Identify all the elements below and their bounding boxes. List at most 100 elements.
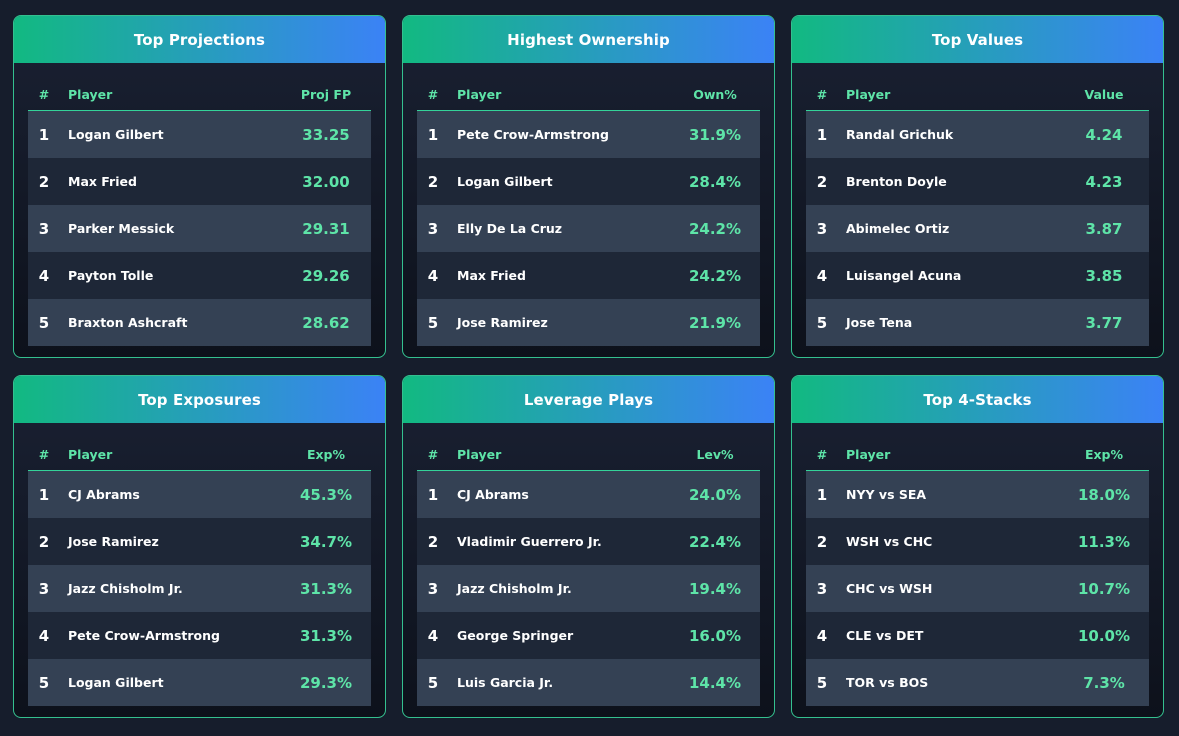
card-top-values: Top Values # Player Value 1 Randal Grich… [791, 15, 1164, 358]
card-leverage-plays: Leverage Plays # Player Lev% 1 CJ Abrams… [402, 375, 775, 718]
stats-table: # Player Proj FP 1 Logan Gilbert 33.25 2… [28, 78, 371, 346]
rank-cell: 2 [816, 172, 828, 191]
table-row: 4 Luisangel Acuna 3.85 [806, 252, 1149, 299]
value-header: Lev% [696, 446, 734, 462]
player-header: Player [457, 446, 502, 462]
table-row: 4 Pete Crow-Armstrong 31.3% [28, 612, 371, 659]
table-row: 2 WSH vs CHC 11.3% [806, 518, 1149, 565]
value-cell: 31.3% [299, 626, 353, 645]
rank-header: # [427, 86, 439, 102]
table-row: 2 Jose Ramirez 34.7% [28, 518, 371, 565]
rank-cell: 3 [427, 579, 439, 598]
card-highest-ownership: Highest Ownership # Player Own% 1 Pete C… [402, 15, 775, 358]
rank-cell: 5 [427, 673, 439, 692]
table-row: 4 CLE vs DET 10.0% [806, 612, 1149, 659]
table-row: 1 CJ Abrams 45.3% [28, 471, 371, 518]
player-cell: Jose Tena [846, 315, 913, 330]
card-title: Top 4-Stacks [792, 376, 1163, 423]
rank-cell: 3 [427, 219, 439, 238]
table-row: 5 Jose Ramirez 21.9% [417, 299, 760, 346]
value-cell: 19.4% [688, 579, 742, 598]
value-cell: 45.3% [299, 485, 353, 504]
player-cell: Jazz Chisholm Jr. [68, 581, 183, 596]
player-cell: Pete Crow-Armstrong [457, 127, 609, 142]
rank-cell: 4 [38, 626, 50, 645]
table-row: 1 Pete Crow-Armstrong 31.9% [417, 111, 760, 158]
value-cell: 29.31 [302, 219, 350, 238]
player-cell: Randal Grichuk [846, 127, 954, 142]
card-title: Top Exposures [14, 376, 385, 423]
value-cell: 28.4% [688, 172, 742, 191]
value-header: Own% [693, 86, 737, 102]
value-cell: 31.9% [688, 125, 742, 144]
rank-cell: 1 [427, 485, 439, 504]
player-cell: CLE vs DET [846, 628, 924, 643]
table-row: 4 Payton Tolle 29.26 [28, 252, 371, 299]
rank-cell: 5 [38, 673, 50, 692]
table-row: 1 Randal Grichuk 4.24 [806, 111, 1149, 158]
value-header: Proj FP [300, 86, 352, 102]
rank-cell: 1 [427, 125, 439, 144]
table-row: 4 Max Fried 24.2% [417, 252, 760, 299]
table-row: 2 Brenton Doyle 4.23 [806, 158, 1149, 205]
table-header: # Player Value [806, 78, 1149, 111]
value-cell: 11.3% [1077, 532, 1131, 551]
player-header: Player [68, 446, 113, 462]
rank-cell: 1 [38, 485, 50, 504]
rank-header: # [816, 446, 828, 462]
player-cell: Pete Crow-Armstrong [68, 628, 220, 643]
card-title: Top Projections [14, 16, 385, 63]
card-top-4-stacks: Top 4-Stacks # Player Exp% 1 NYY vs SEA … [791, 375, 1164, 718]
card-title: Leverage Plays [403, 376, 774, 423]
rank-header: # [427, 446, 439, 462]
table-row: 3 CHC vs WSH 10.7% [806, 565, 1149, 612]
player-cell: WSH vs CHC [846, 534, 933, 549]
rank-cell: 1 [816, 485, 828, 504]
value-cell: 16.0% [688, 626, 742, 645]
player-cell: Jose Ramirez [457, 315, 548, 330]
value-cell: 28.62 [302, 313, 350, 332]
player-cell: Elly De La Cruz [457, 221, 563, 236]
value-cell: 7.3% [1083, 673, 1125, 692]
value-header: Exp% [306, 446, 346, 462]
rank-cell: 4 [816, 266, 828, 285]
player-cell: NYY vs SEA [846, 487, 927, 502]
rank-cell: 5 [38, 313, 50, 332]
player-header: Player [68, 86, 113, 102]
rank-cell: 3 [816, 219, 828, 238]
rank-cell: 1 [38, 125, 50, 144]
stats-table: # Player Exp% 1 NYY vs SEA 18.0% 2 WSH v… [806, 438, 1149, 706]
player-cell: Brenton Doyle [846, 174, 947, 189]
player-cell: CHC vs WSH [846, 581, 933, 596]
rank-header: # [816, 86, 828, 102]
value-header: Value [1084, 86, 1124, 102]
table-header: # Player Exp% [28, 438, 371, 471]
rank-cell: 3 [816, 579, 828, 598]
table-row: 1 CJ Abrams 24.0% [417, 471, 760, 518]
rank-cell: 4 [38, 266, 50, 285]
player-cell: Luisangel Acuna [846, 268, 962, 283]
value-cell: 10.0% [1077, 626, 1131, 645]
value-cell: 3.77 [1085, 313, 1123, 332]
table-header: # Player Exp% [806, 438, 1149, 471]
table-row: 2 Vladimir Guerrero Jr. 22.4% [417, 518, 760, 565]
rank-cell: 5 [816, 673, 828, 692]
rank-cell: 2 [427, 172, 439, 191]
rank-cell: 5 [816, 313, 828, 332]
player-header: Player [846, 86, 891, 102]
table-header: # Player Own% [417, 78, 760, 111]
value-cell: 34.7% [299, 532, 353, 551]
rank-cell: 4 [816, 626, 828, 645]
table-row: 3 Jazz Chisholm Jr. 31.3% [28, 565, 371, 612]
card-title: Highest Ownership [403, 16, 774, 63]
table-row: 1 Logan Gilbert 33.25 [28, 111, 371, 158]
player-cell: Logan Gilbert [68, 675, 164, 690]
table-row: 2 Max Fried 32.00 [28, 158, 371, 205]
rank-cell: 3 [38, 579, 50, 598]
value-cell: 22.4% [688, 532, 742, 551]
rank-cell: 5 [427, 313, 439, 332]
table-row: 4 George Springer 16.0% [417, 612, 760, 659]
rank-cell: 2 [427, 532, 439, 551]
player-cell: Max Fried [457, 268, 526, 283]
